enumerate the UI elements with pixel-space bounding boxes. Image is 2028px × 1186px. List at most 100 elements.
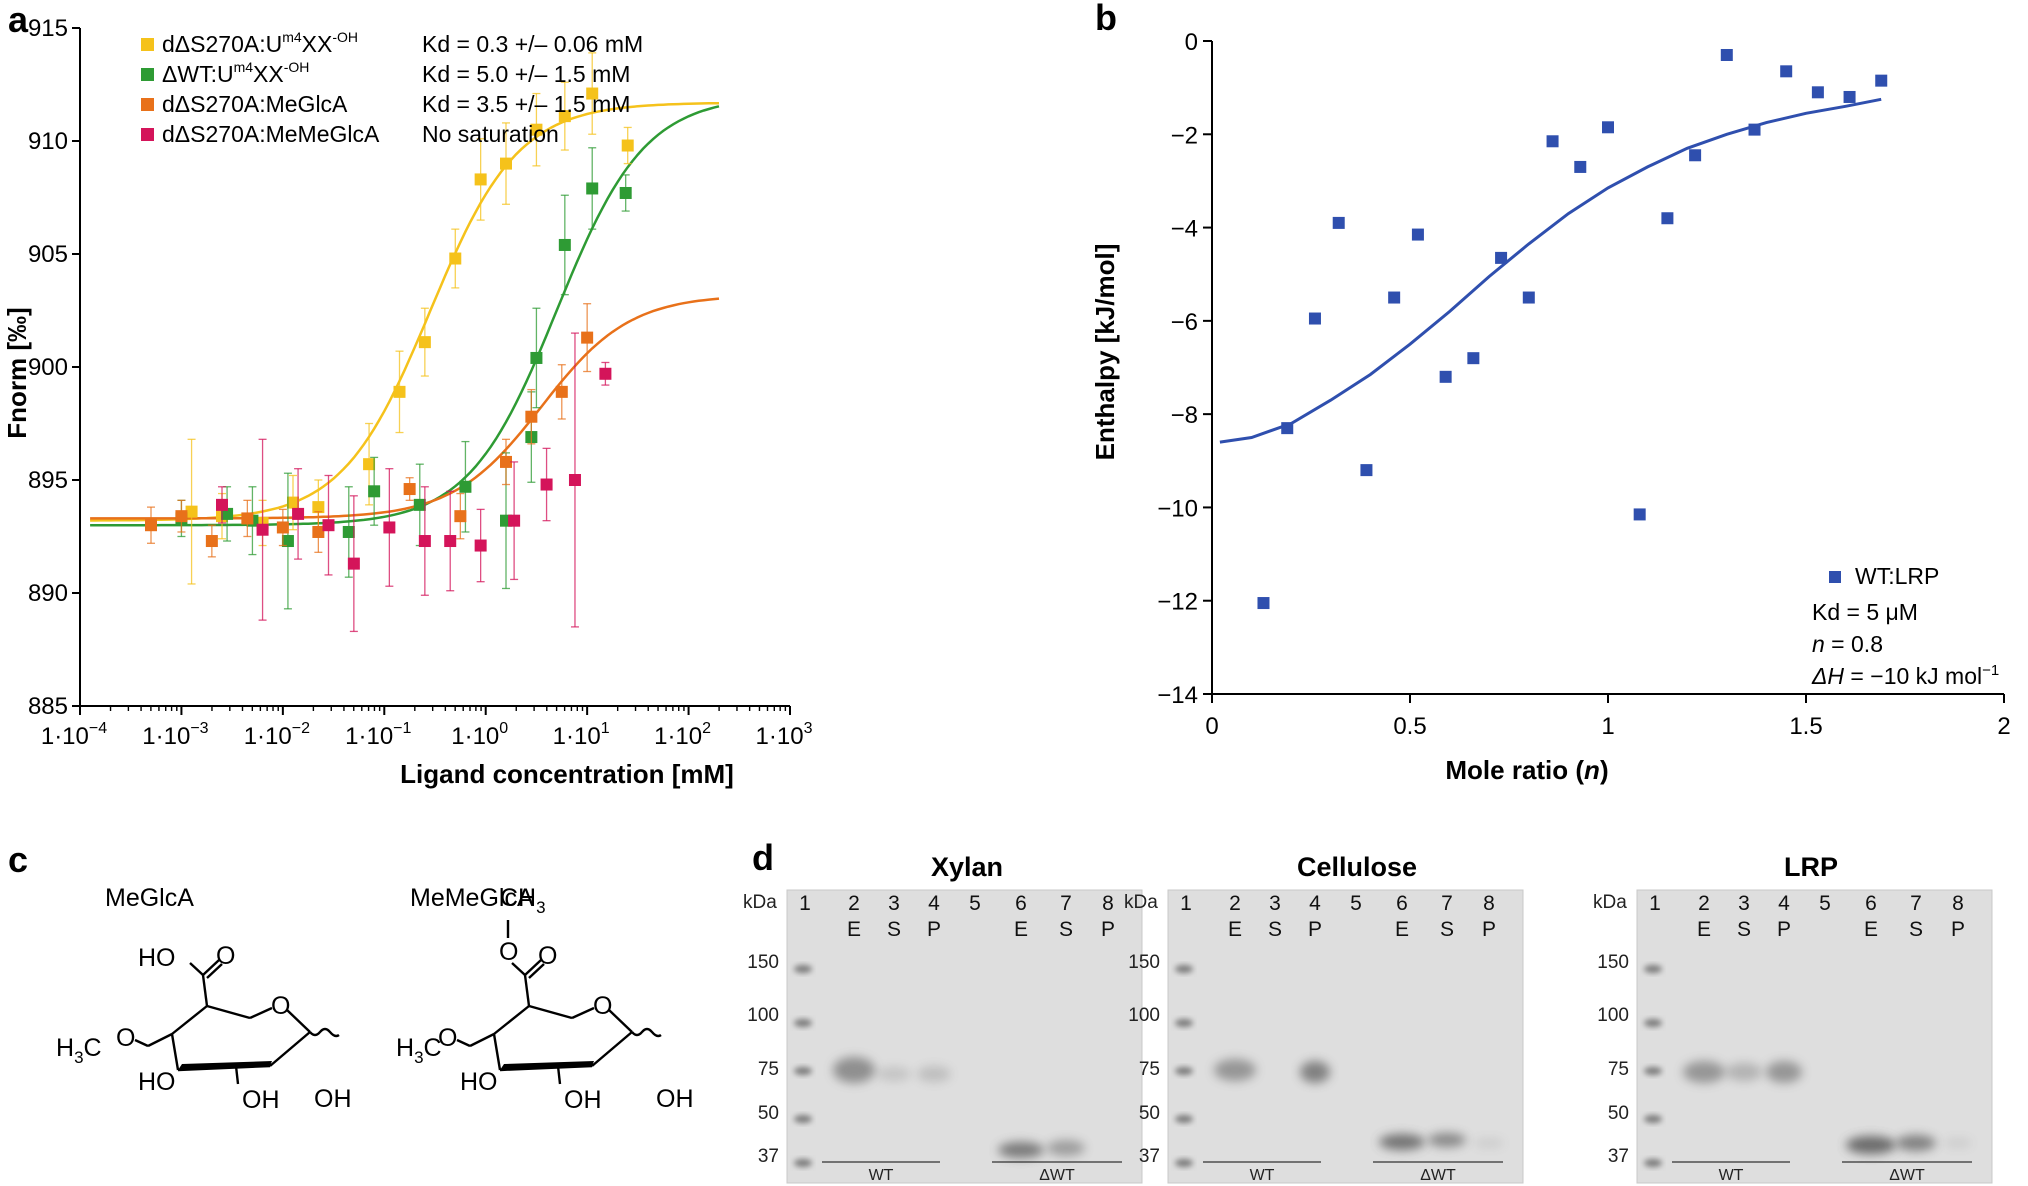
gel-marker-label: 37	[758, 1146, 779, 1167]
panel-a-marker	[322, 519, 335, 532]
panel-b-fit-line	[1219, 97, 1882, 444]
panel-a-xtick-label: 1·10−3	[142, 720, 208, 750]
gel-lane-number: 4	[1778, 892, 1790, 915]
panel-a-point	[525, 388, 538, 445]
panel-b-legend-kd: Kd = 5 μM	[1812, 599, 1918, 625]
panel-a-xtick-label: 1·10−2	[244, 720, 310, 750]
panel-a-legend-name: dΔS270A:Um4XX-OH	[162, 29, 358, 57]
panel-a-xtick-base: 1·10	[553, 723, 601, 750]
panel-a-point	[500, 122, 512, 205]
panel-a-fit-F5C21B	[90, 101, 719, 522]
panel-a-legend-part: ΔWT:U	[162, 61, 234, 87]
panel-a-marker	[454, 510, 467, 523]
panel-a-legend-part: -OH	[284, 59, 310, 75]
gel-title: Xylan	[931, 852, 1003, 882]
gel-marker-label: 37	[1139, 1146, 1160, 1167]
gel-lane-number: 3	[888, 892, 900, 915]
gel-lane-fraction: E	[1697, 918, 1711, 941]
gel-protein-band	[1726, 1063, 1762, 1081]
panel-a-legend-marker	[141, 98, 154, 111]
gel-ladder-band	[794, 1019, 812, 1027]
panel-a-point	[586, 147, 599, 230]
memeglca-ho: HO	[460, 1068, 498, 1096]
panel-a-legend-part: -OH	[332, 29, 358, 45]
panel-a-legend-marker	[141, 128, 154, 141]
panel-b-point	[1495, 251, 1508, 264]
panel-a-point	[555, 364, 568, 420]
gel-lane-fraction: E	[1864, 918, 1878, 941]
panel-a-marker	[403, 483, 416, 496]
panel-a-point	[558, 194, 571, 296]
panel-a-marker	[558, 110, 571, 123]
panel-a-point	[418, 486, 431, 596]
gel-protein-band	[833, 1057, 875, 1083]
panel-a-point	[599, 361, 612, 386]
panel-b-point	[1388, 291, 1401, 304]
panel-a-marker	[418, 535, 431, 548]
gel-background	[1637, 890, 1992, 1183]
gel-marker-label: 75	[1608, 1059, 1629, 1080]
panel-b-xtick-label: 0	[1205, 713, 1218, 740]
panel-b-point	[1439, 370, 1452, 383]
panel-b-ytick-label: −2	[1171, 122, 1198, 149]
gel-marker-label: 75	[1139, 1059, 1160, 1080]
panel-b-points	[1257, 48, 1888, 610]
memeglca-structure: MeMeGlcA CH3 O O	[396, 884, 694, 1114]
panel-a-fit-curves	[90, 101, 720, 527]
meglca-ether-o: O	[116, 1024, 135, 1052]
gel-lane-fraction: E	[1014, 918, 1028, 941]
panel-a-legend-part: dΔS270A:U	[162, 31, 282, 57]
panel-a-ylabel: Fnorm [‰]	[2, 307, 32, 438]
gel-protein-band	[1379, 1134, 1425, 1150]
panel-a-point	[474, 508, 487, 583]
panel-a-point	[454, 492, 467, 540]
panel-a-marker	[500, 455, 512, 468]
panel-b-point	[1875, 74, 1888, 87]
panel-a-marker	[621, 139, 634, 152]
panel-a-point	[292, 468, 305, 560]
gel-lane-number: 6	[1396, 892, 1408, 915]
panel-a-marker	[581, 331, 594, 344]
panel-b-ytick-label: −6	[1171, 309, 1198, 336]
panel-a-xtick-exponent: −1	[393, 720, 411, 737]
panel-a-marker	[276, 521, 289, 534]
panel-a-point	[508, 461, 521, 581]
panel-b-point	[1257, 597, 1270, 610]
panel-a-ytick-label: 915	[28, 15, 68, 42]
panel-b-ytick-label: −10	[1157, 495, 1198, 522]
panel-a-legend-part: m4	[282, 29, 302, 45]
panel-a-legend-part: dΔS270A:MeGlcA	[162, 91, 348, 117]
panel-a-point	[287, 474, 299, 531]
panel-a-marker	[449, 252, 462, 265]
meglca-oh-anomeric: OH	[314, 1085, 352, 1113]
panel-a-point	[145, 506, 157, 544]
gel-lane-number: 1	[1649, 892, 1661, 915]
panel-a-xlabel: Ligand concentration [mM]	[400, 759, 734, 789]
panel-b-point	[1602, 121, 1614, 134]
panel-b-point	[1467, 352, 1480, 365]
meglca-wedge	[178, 1061, 272, 1070]
panel-a-point	[393, 350, 406, 434]
panel-a-point	[530, 307, 543, 409]
panel-a-point	[221, 486, 234, 542]
memeglca-carbonyl-o: O	[538, 942, 557, 970]
gel-lane-number: 5	[1350, 892, 1362, 915]
panel-a-marker	[474, 173, 487, 186]
panel-a-ytick-label: 895	[28, 467, 68, 494]
panel-a-point	[444, 490, 457, 592]
panel-a-marker	[474, 539, 487, 552]
panel-a-ytick-label: 890	[28, 580, 68, 607]
panel-a-point	[185, 438, 198, 585]
panel-a-xtick-label: 1·100	[451, 720, 508, 750]
panel-b-legend-dh: ΔH = −10 kJ mol−1	[1811, 662, 1999, 689]
panel-a-marker	[363, 458, 376, 471]
gel-protein-band	[1428, 1133, 1466, 1147]
panel-a-marker	[256, 523, 269, 536]
panel-a-marker	[281, 535, 294, 548]
gel-lane-number: 8	[1102, 892, 1114, 915]
gel-lrp: LRP kDa 150 100 75 50 37 1 2 E 3 S 4 P 5 6 E 7 S 8 P WT ΔWT	[1593, 852, 1993, 1184]
gel-lane-fraction: P	[1101, 918, 1115, 941]
gel-marker-label: 150	[1597, 952, 1629, 973]
gel-wt-label: WT	[1719, 1167, 1744, 1184]
